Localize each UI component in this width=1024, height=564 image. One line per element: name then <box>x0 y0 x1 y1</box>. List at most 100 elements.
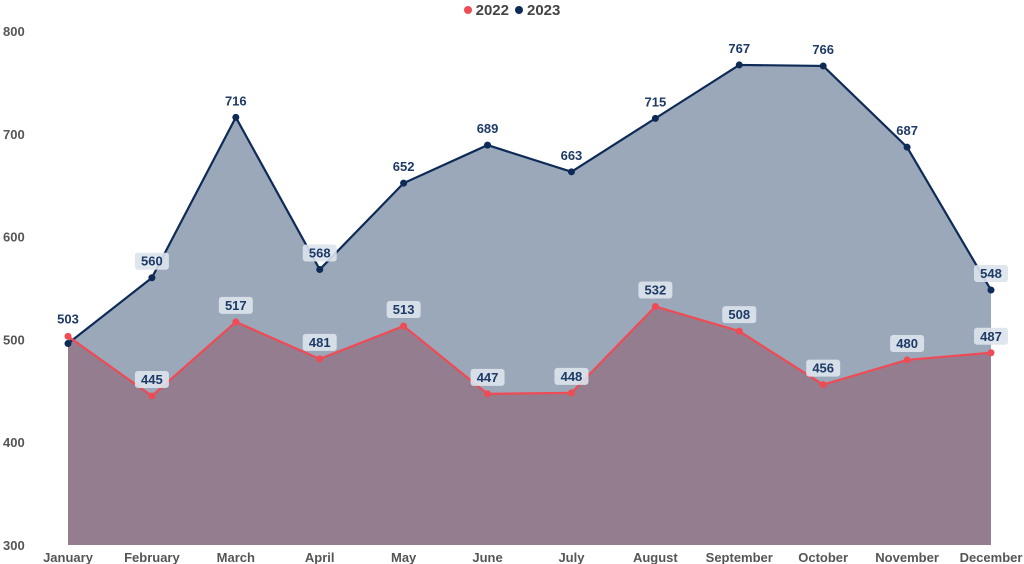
point-2023[interactable] <box>148 274 156 282</box>
point-2022[interactable] <box>567 389 575 397</box>
point-2023[interactable] <box>316 265 324 273</box>
x-tick-label: April <box>305 550 335 564</box>
area-2022 <box>68 306 991 545</box>
data-label-2022: 480 <box>890 334 925 352</box>
point-2022[interactable] <box>64 332 72 340</box>
point-2023[interactable] <box>735 61 743 69</box>
data-label-2022: 481 <box>302 333 337 351</box>
point-2022[interactable] <box>316 355 324 363</box>
y-axis: 300 400 500 600 700 800 <box>3 24 25 553</box>
x-tick-label: August <box>633 550 678 564</box>
svg-text:487: 487 <box>980 329 1002 344</box>
legend-label-2023: 2023 <box>527 1 561 19</box>
svg-text:508: 508 <box>728 307 750 322</box>
data-label-2022: 517 <box>218 296 253 314</box>
data-label-2023: 652 <box>393 159 415 174</box>
x-tick-label: June <box>472 550 502 564</box>
legend-label-2022: 2022 <box>475 1 509 19</box>
data-label-2023: 560 <box>134 252 169 270</box>
point-2022[interactable] <box>819 381 827 389</box>
point-2022[interactable] <box>987 349 995 357</box>
data-label-2023: 687 <box>896 123 918 138</box>
y-tick-label: 800 <box>3 24 25 39</box>
data-label-2023: 568 <box>302 244 337 262</box>
point-2023[interactable] <box>819 62 827 70</box>
point-2022[interactable] <box>735 327 743 335</box>
svg-text:767: 767 <box>728 41 750 56</box>
data-label-2023: 663 <box>561 148 583 163</box>
y-tick-label: 600 <box>3 230 25 245</box>
svg-text:652: 652 <box>393 159 415 174</box>
point-2022[interactable] <box>903 356 911 364</box>
data-label-2022: 532 <box>638 281 673 299</box>
point-2023[interactable] <box>987 286 995 294</box>
y-tick-label: 500 <box>3 332 25 347</box>
x-tick-label: September <box>706 550 773 564</box>
legend-marker-2022 <box>463 6 472 14</box>
series-points <box>64 61 995 400</box>
x-axis: January February March April May June July Augu… <box>43 550 1022 564</box>
data-label-2022: 448 <box>554 367 589 385</box>
svg-text:481: 481 <box>309 335 331 350</box>
legend-item-2022[interactable]: 2022 <box>463 1 509 19</box>
point-2023[interactable] <box>903 143 911 151</box>
chart-legend: 2022 2023 <box>0 0 1024 20</box>
data-label-2022: 508 <box>722 306 757 324</box>
svg-text:447: 447 <box>477 370 499 385</box>
point-2022[interactable] <box>400 322 408 330</box>
x-tick-label: January <box>43 550 94 564</box>
point-2023[interactable] <box>567 168 575 176</box>
svg-text:560: 560 <box>141 254 163 269</box>
point-2023[interactable] <box>64 340 72 348</box>
svg-text:715: 715 <box>645 94 667 109</box>
point-2023[interactable] <box>484 141 492 149</box>
legend-marker-2023 <box>515 6 523 14</box>
point-2022[interactable] <box>148 392 156 400</box>
data-label-2022: 456 <box>806 359 841 377</box>
x-tick-label: March <box>217 550 255 564</box>
data-label-2022: 513 <box>386 301 421 319</box>
point-2023[interactable] <box>651 114 659 122</box>
svg-text:716: 716 <box>225 93 247 108</box>
svg-text:663: 663 <box>561 148 583 163</box>
x-tick-label: February <box>124 550 180 564</box>
point-2023[interactable] <box>400 179 408 187</box>
x-tick-label: July <box>558 550 585 564</box>
point-2022[interactable] <box>484 390 492 398</box>
data-label-2022: 447 <box>470 368 505 386</box>
svg-text:445: 445 <box>141 372 163 387</box>
point-2022[interactable] <box>232 318 240 326</box>
data-label-2022: 487 <box>974 327 1008 345</box>
svg-text:548: 548 <box>980 266 1002 281</box>
svg-text:532: 532 <box>645 283 667 298</box>
line-2023 <box>67 63 992 345</box>
data-label-2023: 767 <box>728 41 750 56</box>
data-label-2023: 716 <box>225 93 247 108</box>
data-label-2022: 503 <box>57 311 79 326</box>
data-label-2023: 689 <box>477 121 499 136</box>
series-lines <box>67 63 992 398</box>
svg-text:689: 689 <box>477 121 499 136</box>
svg-text:456: 456 <box>812 361 834 376</box>
x-tick-label: May <box>391 550 417 564</box>
svg-text:480: 480 <box>896 336 918 351</box>
legend-item-2023[interactable]: 2023 <box>515 2 560 19</box>
svg-text:517: 517 <box>225 298 247 313</box>
svg-text:687: 687 <box>896 123 918 138</box>
data-labels: 560 716 568 652 689 663 715 767 766 687 548 503 445 5… <box>57 41 1008 388</box>
svg-text:568: 568 <box>309 245 331 260</box>
x-tick-label: October <box>798 550 848 564</box>
y-tick-label: 700 <box>3 127 25 142</box>
svg-text:766: 766 <box>812 42 834 57</box>
x-tick-label: November <box>875 550 939 564</box>
series-areas <box>68 64 991 545</box>
line-2022 <box>67 305 992 398</box>
svg-text:513: 513 <box>393 302 415 317</box>
point-2023[interactable] <box>232 113 240 121</box>
point-2022[interactable] <box>651 303 659 311</box>
data-label-2023: 715 <box>645 94 667 109</box>
svg-text:448: 448 <box>561 369 583 384</box>
data-label-2023: 766 <box>812 42 834 57</box>
data-label-2022: 445 <box>134 370 169 388</box>
